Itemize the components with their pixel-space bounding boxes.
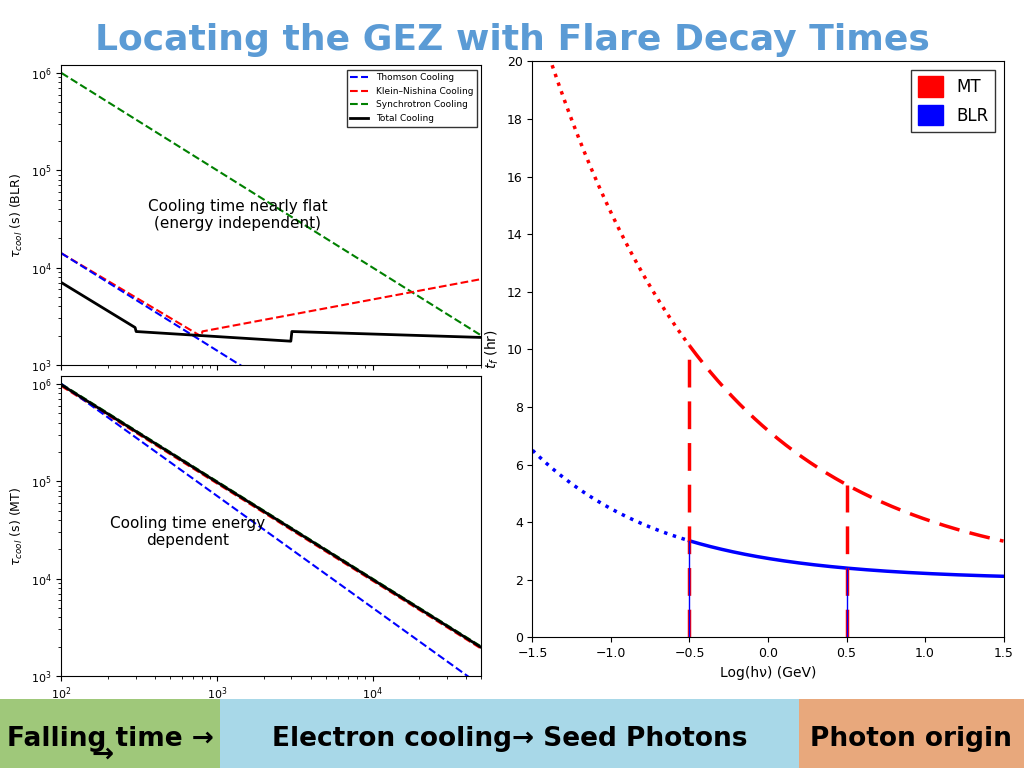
Text: Cooling time energy
dependent: Cooling time energy dependent: [110, 516, 265, 548]
X-axis label: $\gamma$: $\gamma$: [265, 708, 278, 723]
X-axis label: Log(hν) (GeV): Log(hν) (GeV): [720, 666, 816, 680]
Text: Locating the GEZ with Flare Decay Times: Locating the GEZ with Flare Decay Times: [94, 23, 930, 57]
Y-axis label: $\tau_{cool}$ (s) (MT): $\tau_{cool}$ (s) (MT): [9, 486, 26, 566]
Y-axis label: $\tau_{cool}$ (s) (BLR): $\tau_{cool}$ (s) (BLR): [9, 173, 26, 257]
Y-axis label: $t_f$ (hr): $t_f$ (hr): [484, 329, 502, 369]
Text: Cooling time nearly flat
(energy independent): Cooling time nearly flat (energy indepen…: [147, 199, 328, 231]
Text: →: →: [91, 741, 114, 767]
Text: Falling time →: Falling time →: [6, 726, 214, 752]
Text: Electron cooling→ Seed Photons: Electron cooling→ Seed Photons: [271, 726, 748, 752]
Text: Photon origin: Photon origin: [810, 726, 1013, 752]
Legend: Thomson Cooling, Klein–Nishina Cooling, Synchrotron Cooling, Total Cooling: Thomson Cooling, Klein–Nishina Cooling, …: [347, 70, 477, 127]
Text: Dotson, et al. 2012: Dotson, et al. 2012: [570, 741, 742, 759]
Legend: MT, BLR: MT, BLR: [911, 70, 995, 132]
